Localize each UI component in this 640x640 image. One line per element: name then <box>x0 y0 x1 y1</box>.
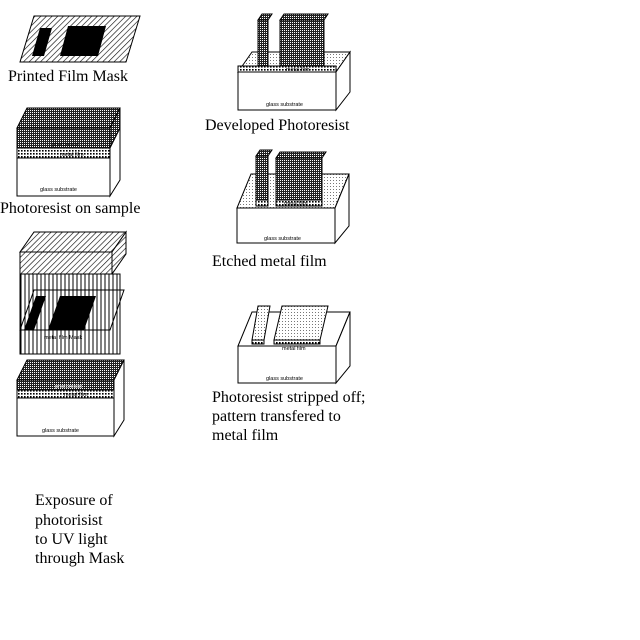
label-metal-film-4: metal film <box>284 201 308 207</box>
caption-stripped-1: Photoresist stripped off; <box>212 389 365 406</box>
photoresist-on-sample-figure: photoresist metal film glass substrate P… <box>0 107 140 217</box>
caption-exposure-1: Exposure of <box>35 492 113 509</box>
label-metal-film-5: metal film <box>282 346 306 352</box>
caption-exposure-4: through Mask <box>35 550 124 567</box>
caption-exposure-2: photorisist <box>35 512 103 529</box>
caption-stripped-3: metal film <box>212 427 279 444</box>
caption-exposure-3: to UV light <box>35 531 108 548</box>
label-photoresist-1: photoresist <box>52 142 79 148</box>
exposure-figure: metal film Mask photoresist metal film g… <box>16 230 127 567</box>
stripped-photoresist-figure: metal film glass substrate Photoresist s… <box>212 305 365 444</box>
printed-film-mask-figure: Printed Film Mask <box>8 15 141 85</box>
caption-printed-film-mask: Printed Film Mask <box>8 68 128 85</box>
label-glass-substrate-3: glass substrate <box>266 102 303 108</box>
caption-photoresist-on-sample: Photoresist on sample <box>0 200 140 217</box>
label-glass-substrate-1: glass substrate <box>40 187 77 193</box>
label-glass-substrate-5: glass substrate <box>266 376 303 382</box>
caption-stripped-2: pattern transfered to <box>212 408 341 425</box>
label-metal-film-2: metal film <box>64 392 88 398</box>
caption-etched-metal-film: Etched metal film <box>212 253 327 270</box>
label-metal-film-mask: metal film Mask <box>44 335 82 341</box>
label-photoresist-2: photoresist <box>55 384 82 390</box>
developed-photoresist-figure: metal film glass substrate Developed Pho… <box>205 13 351 134</box>
caption-developed-photoresist: Developed Photoresist <box>205 117 350 134</box>
label-glass-substrate-2: glass substrate <box>42 428 79 434</box>
label-metal-film-3: metal film <box>286 67 310 73</box>
label-metal-film-1: metal film <box>60 152 84 158</box>
label-glass-substrate-4: glass substrate <box>264 236 301 242</box>
etched-metal-film-figure: metal film glass substrate Etched metal … <box>212 149 350 270</box>
